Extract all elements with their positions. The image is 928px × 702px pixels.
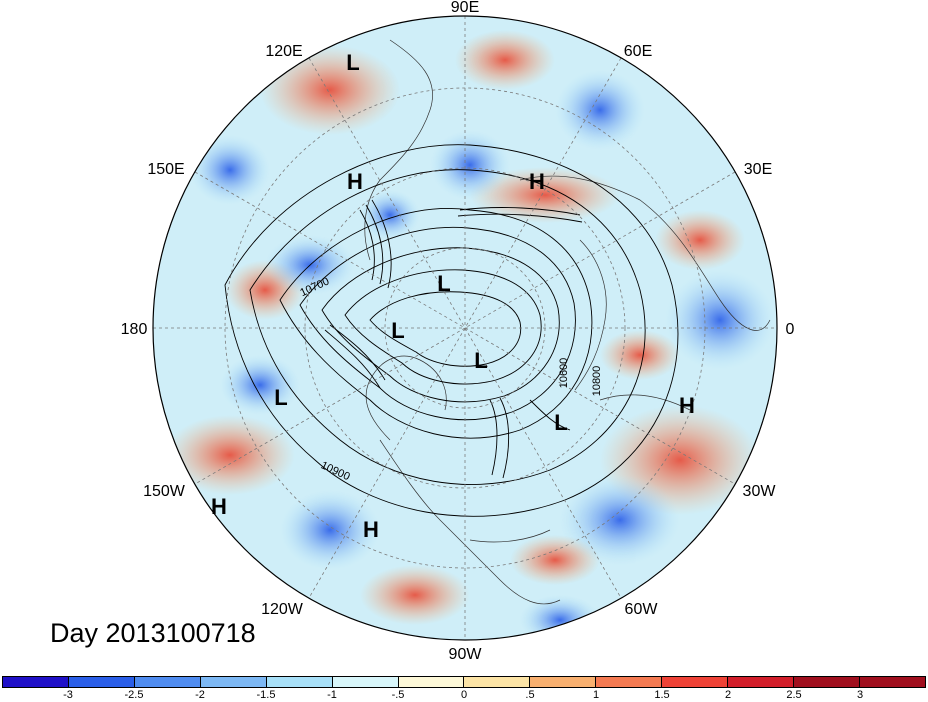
- high-center-marker: H: [347, 169, 363, 194]
- low-center-marker: L: [346, 50, 359, 75]
- colorbar-box: [200, 677, 267, 687]
- pressure-centers: H H H H H L L L L L L: [211, 50, 695, 542]
- low-center-marker: L: [391, 318, 404, 343]
- colorbar-tick-label: .5: [525, 689, 535, 701]
- colorbar-box: [464, 677, 531, 687]
- colorbar-box: [332, 677, 399, 687]
- high-center-marker: H: [211, 494, 227, 519]
- lon-label-30w: 30W: [743, 483, 777, 500]
- colorbar: [2, 676, 926, 688]
- lon-label-180: 180: [121, 321, 148, 338]
- colorbar-box: [662, 677, 729, 687]
- colorbar-tick-label: -2: [195, 689, 205, 701]
- high-center-marker: H: [363, 517, 379, 542]
- low-center-marker: L: [437, 271, 450, 296]
- colorbar-tick-label: 1: [592, 689, 600, 701]
- colorbar-box: [3, 677, 69, 687]
- colorbar-tick-label: -1.5: [256, 689, 276, 701]
- lon-label-30e: 30E: [744, 161, 772, 178]
- colorbar-tick-label: -1: [327, 689, 337, 701]
- colorbar-box: [266, 677, 333, 687]
- colorbar-tick-label: -3: [63, 689, 73, 701]
- colorbar-box: [68, 677, 135, 687]
- high-center-marker: H: [679, 393, 695, 418]
- colorbar-tick-label: 3: [856, 689, 864, 701]
- lon-label-60w: 60W: [625, 601, 659, 618]
- colorbar-box: [530, 677, 597, 687]
- graticule: [153, 16, 777, 640]
- longitude-labels: 90E 60E 30E 0 30W 60W 90W 120W 150W 180 …: [121, 0, 795, 663]
- contour-label: 10600: [558, 358, 570, 389]
- low-center-marker: L: [554, 410, 567, 435]
- colorbar-ticks: -3 -2.5 -2 -1.5 -1 -.5 0 .5 1 1.5 2 2.5 3: [2, 689, 926, 702]
- lon-label-90e: 90E: [451, 0, 479, 16]
- colorbar-box: [859, 677, 925, 687]
- low-center-marker: L: [274, 385, 287, 410]
- lon-label-120e: 120E: [265, 43, 302, 60]
- lon-label-60e: 60E: [624, 43, 652, 60]
- lon-label-90w: 90W: [449, 646, 483, 663]
- colorbar-box: [398, 677, 465, 687]
- colorbar-tick-label: 1.5: [654, 689, 670, 701]
- map-boundary: [152, 15, 778, 641]
- colorbar-tick-label: 2: [724, 689, 732, 701]
- colorbar-tick-label: 0: [460, 689, 468, 701]
- contour-label: 10800: [591, 366, 603, 397]
- geopotential-contours: [224, 144, 679, 517]
- colorbar-box: [794, 677, 860, 687]
- lon-label-150e: 150E: [147, 161, 184, 178]
- colorbar-tick-label: -2.5: [124, 689, 144, 701]
- colorbar-tick-label: 2.5: [786, 689, 802, 701]
- day-label: Day 2013100718: [50, 618, 256, 648]
- low-center-marker: L: [474, 348, 487, 373]
- colorbar-tick-label: -.5: [391, 689, 405, 701]
- colorbar-box: [134, 677, 201, 687]
- high-center-marker: H: [529, 169, 545, 194]
- colorbar-box: [596, 677, 663, 687]
- colorbar-box: [728, 677, 795, 687]
- lon-label-120w: 120W: [261, 601, 304, 618]
- lon-label-150w: 150W: [143, 483, 186, 500]
- lon-label-0: 0: [786, 321, 795, 338]
